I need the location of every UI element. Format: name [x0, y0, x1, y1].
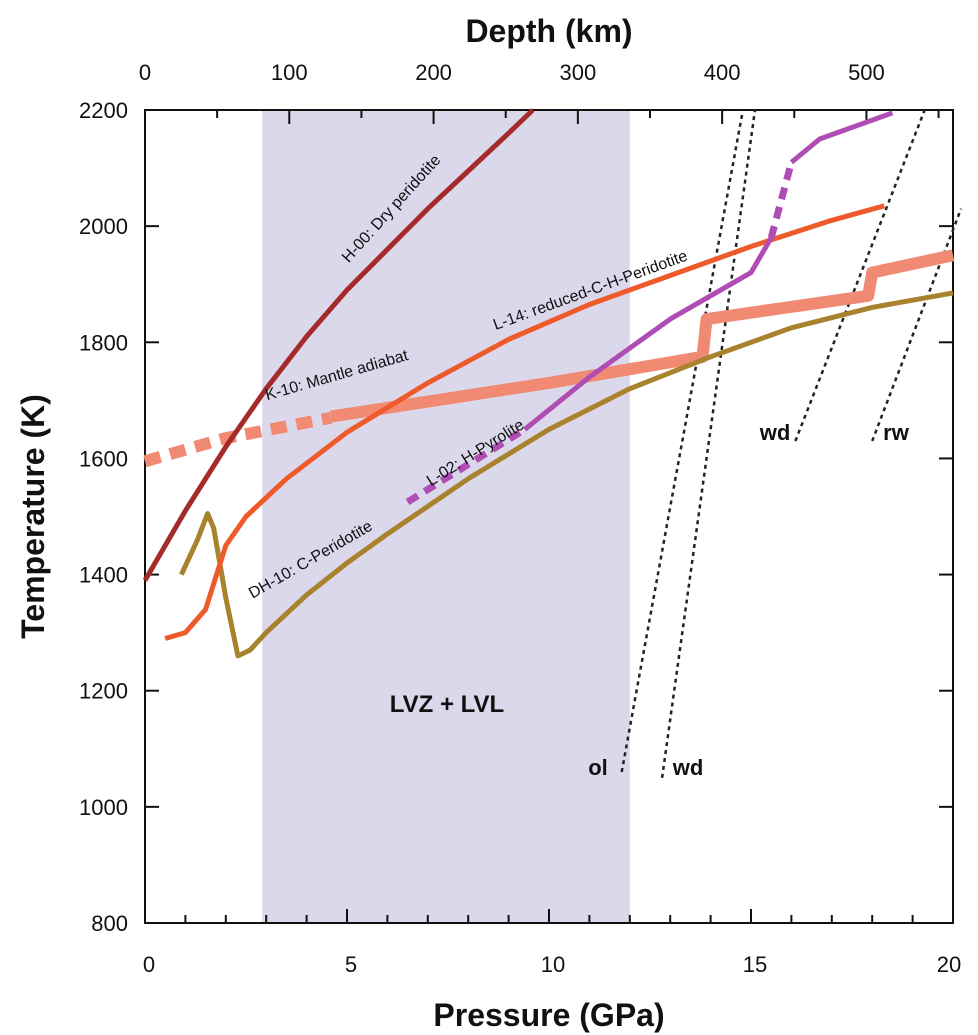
phase-boundary-label: wd — [759, 420, 791, 445]
y-tick-label: 1400 — [79, 563, 128, 588]
series-line-dashed — [767, 161, 795, 239]
x-tick-label: 20 — [937, 952, 961, 977]
phase-boundary-line — [794, 109, 926, 442]
x2-tick-label: 200 — [415, 60, 452, 85]
x2-tick-label: 300 — [559, 60, 596, 85]
x2-tick-label: 400 — [704, 60, 741, 85]
x-tick-label: 10 — [541, 952, 565, 977]
x-tick-label: 15 — [743, 952, 767, 977]
y-tick-label: 1600 — [79, 446, 128, 471]
phase-boundary-label: ol — [588, 755, 608, 780]
y-tick-label: 1800 — [79, 330, 128, 355]
series-layer — [142, 108, 963, 778]
phase-boundary-line — [620, 109, 745, 773]
y-tick-label: 2000 — [79, 214, 128, 239]
series-line — [329, 249, 955, 423]
shaded-region-label: LVZ + LVL — [390, 691, 504, 718]
x2-tick-label: 100 — [271, 60, 308, 85]
series-line — [523, 236, 774, 432]
shaded-region — [262, 110, 630, 923]
y-tick-label: 2200 — [79, 98, 128, 123]
y-tick-label: 800 — [91, 911, 128, 936]
y-axis-title: Temperature (K) — [15, 394, 51, 639]
x-axis-title: Pressure (GPa) — [433, 997, 664, 1033]
phase-boundary-label: wd — [672, 755, 704, 780]
series-line — [142, 108, 535, 582]
shaded-region-layer — [262, 110, 630, 923]
series-line-dashed — [405, 426, 527, 505]
series-line — [164, 203, 885, 641]
x2-axis-title: Depth (km) — [465, 13, 632, 49]
y-tick-label: 1200 — [79, 679, 128, 704]
x2-tick-label: 0 — [139, 60, 151, 85]
phase-boundary-line — [660, 109, 757, 778]
series-line-dashed — [143, 411, 332, 468]
y-tick-label: 1000 — [79, 795, 128, 820]
x-tick-label: 5 — [345, 952, 357, 977]
series-line — [179, 290, 954, 659]
phase-boundary-line — [871, 208, 963, 442]
x2-tick-label: 500 — [848, 60, 885, 85]
series-line — [789, 110, 894, 165]
phase-boundary-label: rw — [883, 420, 910, 445]
axes-layer — [144, 109, 954, 924]
x-tick-label: 0 — [143, 952, 155, 977]
